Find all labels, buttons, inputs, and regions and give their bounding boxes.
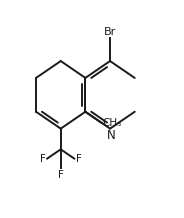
Text: F: F [40, 154, 46, 164]
Text: F: F [58, 170, 64, 180]
Text: F: F [76, 154, 82, 164]
Text: CH₃: CH₃ [102, 118, 121, 128]
Text: N: N [107, 129, 115, 142]
Text: Br: Br [104, 27, 116, 37]
